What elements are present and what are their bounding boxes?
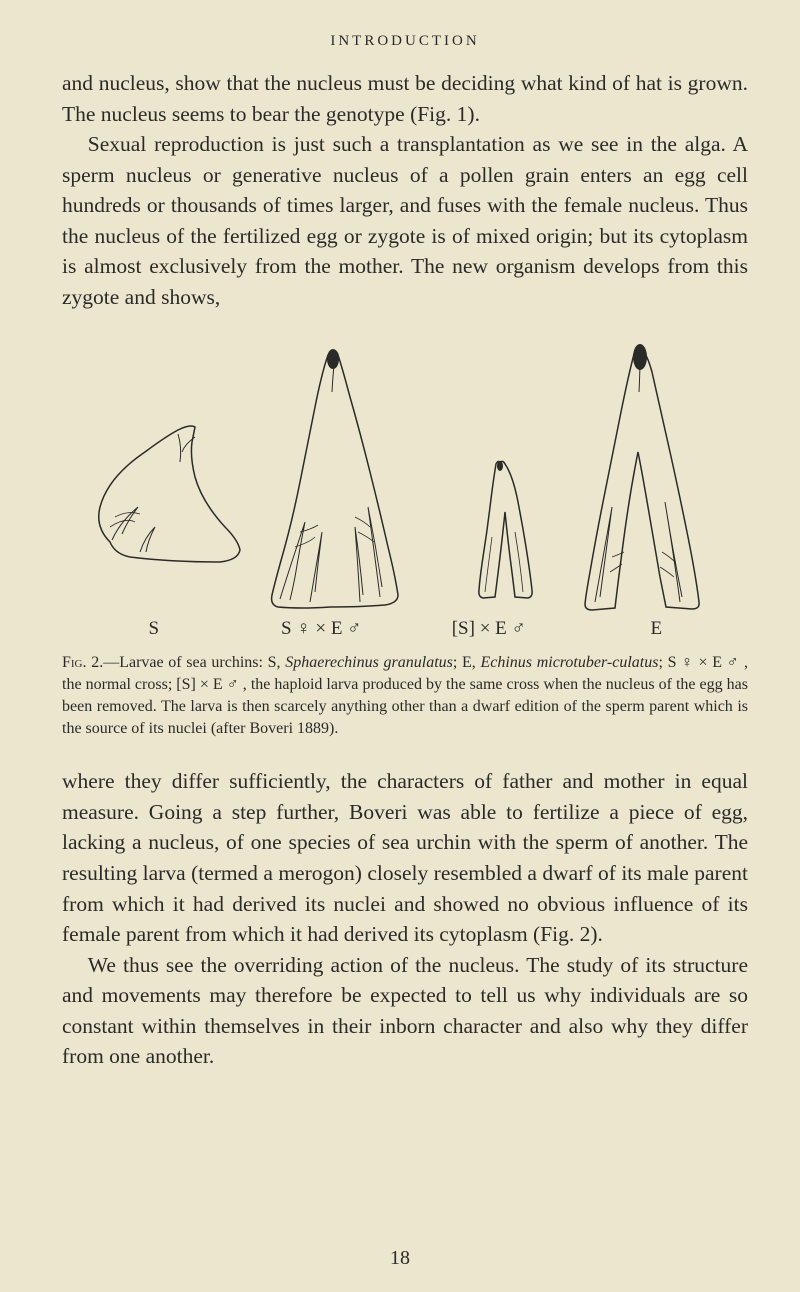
- caption-prefix: Fig. 2.: [62, 654, 103, 671]
- caption-text-1: —Larvae of sea urchins: S,: [103, 654, 285, 671]
- paragraph-1: and nucleus, show that the nucleus must …: [62, 68, 748, 129]
- caption-italic-2: Echinus microtuber-culatus: [480, 654, 658, 671]
- paragraph-4: We thus see the overriding action of the…: [62, 950, 748, 1072]
- figure-label-2: S ♀ × E ♂: [238, 618, 406, 640]
- figure-label-4: E: [573, 618, 741, 640]
- figure-labels: S S ♀ × E ♂ [S] × E ♂ E: [62, 618, 748, 640]
- figure-label-1: S: [70, 618, 238, 640]
- figure-label-3: [S] × E ♂: [405, 618, 573, 640]
- caption-text-2: ; E,: [453, 654, 481, 671]
- paragraph-2: Sexual reproduction is just such a trans…: [62, 129, 748, 312]
- caption-italic-1: Sphaerechinus granulatus: [285, 654, 453, 671]
- page-header: INTRODUCTION: [62, 33, 748, 50]
- figure-caption: Fig. 2.—Larvae of sea urchins: S, Sphaer…: [62, 652, 748, 740]
- figure-2: S S ♀ × E ♂ [S] × E ♂ E: [62, 332, 748, 640]
- body-text-block-2: where they differ sufficiently, the char…: [62, 766, 748, 1071]
- paragraph-3: where they differ sufficiently, the char…: [62, 766, 748, 949]
- body-text-block-1: and nucleus, show that the nucleus must …: [62, 68, 748, 312]
- larvae-illustration: [80, 332, 730, 612]
- page-number: 18: [0, 1247, 800, 1270]
